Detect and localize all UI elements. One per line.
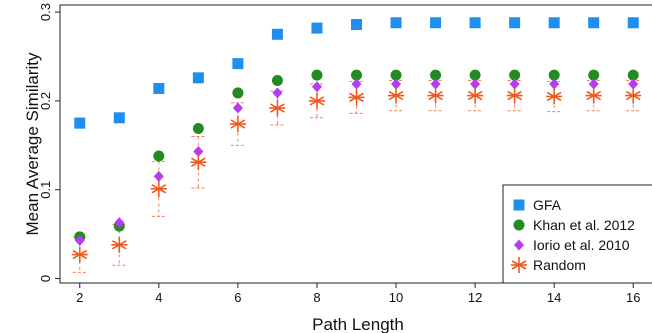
data-point-square — [430, 17, 442, 29]
data-point-diamond — [351, 78, 362, 90]
data-point-square — [74, 117, 86, 129]
data-point-circle — [548, 69, 560, 81]
legend-label: Khan et al. 2012 — [533, 217, 635, 233]
legend-box — [502, 184, 652, 284]
data-point-square — [588, 17, 600, 29]
x-tick-label: 2 — [76, 290, 83, 305]
data-point-square — [232, 58, 244, 70]
data-point-square — [509, 17, 521, 29]
data-point-diamond — [509, 78, 520, 90]
data-point-square — [627, 17, 639, 29]
data-point-square — [271, 28, 283, 40]
data-markers — [71, 17, 642, 263]
data-point-square — [469, 17, 481, 29]
data-point-square — [311, 22, 323, 34]
data-point-square — [351, 19, 362, 31]
data-point-diamond — [588, 78, 599, 90]
data-point-square — [113, 112, 125, 124]
data-point-diamond — [114, 217, 125, 229]
x-tick-label: 14 — [547, 290, 561, 305]
legend-label: Random — [533, 257, 586, 273]
data-point-circle — [627, 69, 639, 81]
data-point-diamond — [272, 87, 283, 99]
data-point-circle — [271, 74, 283, 86]
data-point-asterisk — [229, 116, 246, 133]
data-point-asterisk — [388, 87, 405, 104]
data-point-asterisk — [546, 88, 563, 105]
data-point-circle — [588, 69, 600, 81]
data-point-asterisk — [269, 100, 286, 117]
legend-marker-asterisk — [511, 257, 527, 273]
data-point-asterisk — [348, 89, 365, 106]
data-point-asterisk — [427, 87, 444, 104]
legend-marker-square — [513, 199, 525, 211]
data-point-diamond — [628, 78, 639, 90]
data-point-square — [548, 17, 560, 29]
data-point-asterisk — [467, 87, 484, 104]
legend: GFA Khan et al. 2012 Iorio et al. 2010 Rand… — [502, 184, 652, 284]
plot-frame — [59, 4, 652, 284]
y-axis-label: Mean Average Similarity — [23, 52, 42, 235]
y-tick-label: 0 — [38, 275, 53, 282]
x-tick-label: 4 — [155, 290, 162, 305]
data-point-diamond — [153, 170, 164, 182]
data-point-asterisk — [111, 236, 128, 253]
data-point-square — [153, 82, 165, 94]
y-axis-ticks: 0 0.1 0.2 0.3 — [38, 3, 60, 282]
data-point-circle — [232, 87, 244, 99]
data-point-diamond — [74, 234, 85, 246]
legend-label: GFA — [533, 197, 562, 213]
data-point-circle — [153, 150, 165, 162]
data-point-asterisk — [308, 92, 325, 109]
data-point-asterisk — [585, 87, 602, 104]
data-point-asterisk — [71, 246, 88, 263]
legend-marker-diamond — [514, 239, 524, 251]
data-point-diamond — [470, 78, 481, 90]
data-point-square — [390, 17, 402, 29]
data-point-diamond — [549, 78, 560, 90]
data-point-circle — [430, 69, 442, 81]
data-point-asterisk — [625, 87, 642, 104]
data-point-circle — [509, 69, 521, 81]
data-point-circle — [351, 69, 362, 81]
x-axis-ticks: 2 4 6 8 10 12 14 16 — [76, 283, 640, 305]
x-axis-label: Path Length — [312, 315, 404, 333]
x-tick-label: 10 — [389, 290, 403, 305]
legend-marker-circle — [513, 219, 525, 231]
legend-label: Iorio et al. 2010 — [533, 237, 630, 253]
x-tick-label: 8 — [313, 290, 320, 305]
data-point-diamond — [391, 78, 402, 90]
y-tick-label: 0.2 — [38, 92, 53, 110]
data-point-circle — [390, 69, 402, 81]
y-tick-label: 0.3 — [38, 3, 53, 21]
x-tick-label: 6 — [234, 290, 241, 305]
data-point-circle — [469, 69, 481, 81]
data-point-diamond — [232, 102, 243, 114]
data-point-diamond — [193, 146, 204, 158]
data-point-circle — [311, 69, 323, 81]
data-point-asterisk — [150, 180, 167, 197]
data-point-diamond — [430, 78, 441, 90]
data-point-diamond — [311, 81, 322, 93]
data-point-circle — [192, 122, 204, 134]
data-point-square — [192, 72, 204, 84]
y-tick-label: 0.1 — [38, 181, 53, 199]
x-tick-label: 16 — [626, 290, 640, 305]
data-point-asterisk — [506, 87, 523, 104]
x-tick-label: 12 — [468, 290, 482, 305]
data-point-asterisk — [190, 154, 207, 171]
